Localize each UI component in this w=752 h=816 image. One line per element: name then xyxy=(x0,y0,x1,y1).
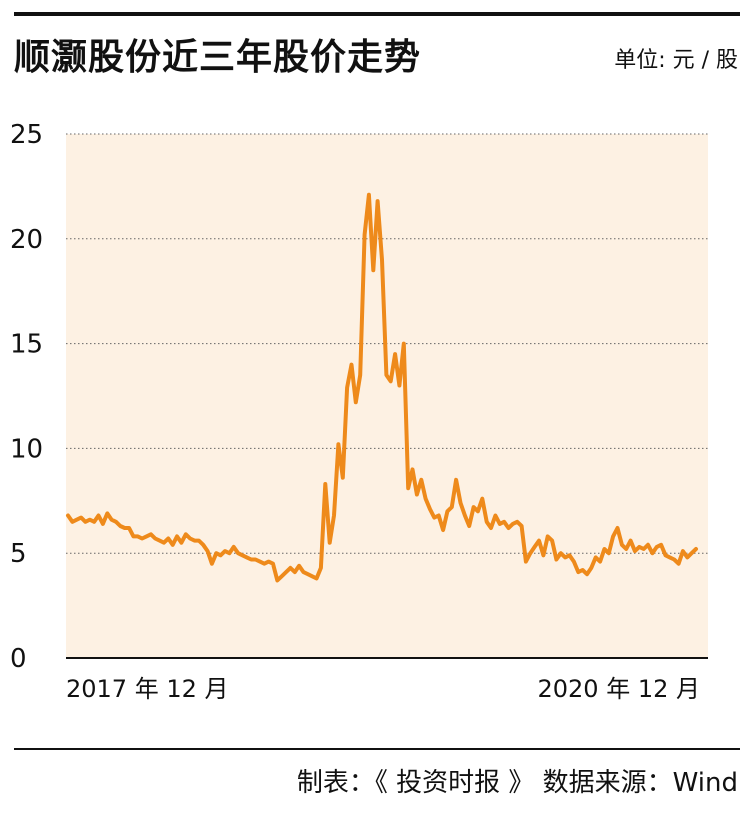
chart-title: 顺灏股份近三年股价走势 xyxy=(14,37,422,78)
unit-label: 单位: 元 / 股 xyxy=(614,48,738,73)
x-tick-label: 2020 年 12 月 xyxy=(537,675,700,703)
y-tick-label: 25 xyxy=(10,120,43,150)
plot-area xyxy=(66,134,708,658)
price-line xyxy=(66,192,698,583)
y-tick-label: 15 xyxy=(10,330,43,360)
source-footer: 制表：《 投资时报 》 数据来源：Wind xyxy=(296,768,738,798)
y-tick-label: 5 xyxy=(10,539,27,569)
bottom-rule xyxy=(14,748,740,750)
top-rule xyxy=(14,12,740,16)
x-tick-label: 2017 年 12 月 xyxy=(66,675,229,703)
y-tick-label: 10 xyxy=(10,434,43,464)
y-tick-label: 20 xyxy=(10,225,43,255)
y-tick-label: 0 xyxy=(10,644,27,674)
